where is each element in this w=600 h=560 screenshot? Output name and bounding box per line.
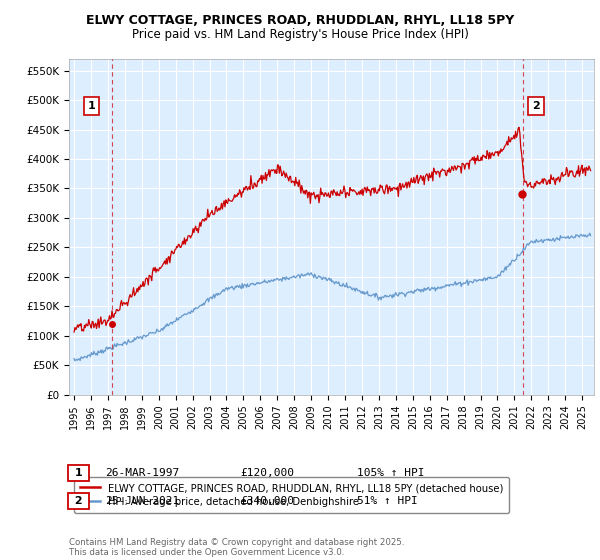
Text: £120,000: £120,000 <box>240 468 294 478</box>
Text: 26-MAR-1997: 26-MAR-1997 <box>105 468 179 478</box>
Text: ELWY COTTAGE, PRINCES ROAD, RHUDDLAN, RHYL, LL18 5PY: ELWY COTTAGE, PRINCES ROAD, RHUDDLAN, RH… <box>86 14 514 27</box>
Text: Contains HM Land Registry data © Crown copyright and database right 2025.
This d: Contains HM Land Registry data © Crown c… <box>69 538 404 557</box>
Text: 105% ↑ HPI: 105% ↑ HPI <box>357 468 425 478</box>
Text: Price paid vs. HM Land Registry's House Price Index (HPI): Price paid vs. HM Land Registry's House … <box>131 28 469 41</box>
Text: 2: 2 <box>532 101 540 111</box>
Text: 51% ↑ HPI: 51% ↑ HPI <box>357 496 418 506</box>
Text: 2: 2 <box>71 496 86 506</box>
Text: 25-JUN-2021: 25-JUN-2021 <box>105 496 179 506</box>
Text: 1: 1 <box>71 468 86 478</box>
Text: £340,000: £340,000 <box>240 496 294 506</box>
Text: 1: 1 <box>88 101 95 111</box>
Legend: ELWY COTTAGE, PRINCES ROAD, RHUDDLAN, RHYL, LL18 5PY (detached house), HPI: Aver: ELWY COTTAGE, PRINCES ROAD, RHUDDLAN, RH… <box>74 477 509 513</box>
